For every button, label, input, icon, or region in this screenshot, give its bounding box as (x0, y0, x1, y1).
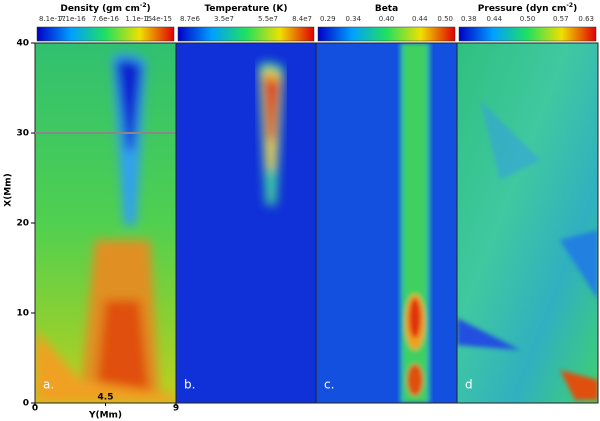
colorbar-label: 0.50 (520, 15, 536, 23)
colorbar (317, 26, 456, 42)
title-text: Density (gm cm (60, 4, 140, 14)
colorbar (36, 26, 175, 42)
colorbar-label: 0.50 (437, 15, 453, 23)
panel-title: Density (gm cm-2) (60, 2, 150, 14)
colorbar-label: 7.6e-16 (92, 15, 119, 23)
colorbar-label: 8.7e6 (180, 15, 200, 23)
panel-label: c. (324, 378, 334, 392)
title-end: ) (573, 4, 577, 14)
title-end: ) (147, 4, 151, 14)
panel-title: Temperature (K) (204, 4, 287, 14)
colorbar-label: 0.44 (412, 15, 428, 23)
x-tick-label: 4.5 (98, 393, 114, 403)
y-tick-label: 40 (16, 39, 29, 49)
x-axis-label: Y(Mm) (88, 411, 122, 421)
temperature-map (176, 43, 316, 403)
y-tick-label: 30 (16, 129, 29, 139)
title-sup: -2 (566, 2, 573, 9)
colorbar-label: 0.40 (379, 15, 395, 23)
panel-title: Pressure (dyn cm-2) (478, 2, 577, 14)
colorbar-label: 1.4e-15 (145, 15, 172, 23)
panel-label: b. (184, 378, 195, 392)
colorbar-label: 0.44 (486, 15, 502, 23)
panel-title: Beta (375, 4, 398, 14)
title-text: Temperature (K) (204, 4, 287, 14)
colorbar (177, 26, 315, 42)
density-map (35, 43, 176, 403)
colorbar-label: 0.63 (578, 15, 594, 23)
colorbar-label: 0.29 (320, 15, 336, 23)
colorbar-label: 5.5e7 (258, 15, 278, 23)
beta-map (316, 43, 457, 403)
colorbar-label: 8.4e7 (292, 15, 312, 23)
colorbar-label: 8.1e-17 (39, 15, 66, 23)
x-tick-label: 9 (173, 404, 179, 414)
panel-label: d (465, 378, 473, 392)
panel-label: a. (43, 378, 54, 392)
x-tick-label: 0 (32, 404, 38, 414)
colorbar-label: 0.34 (345, 15, 361, 23)
y-tick-label: 10 (16, 309, 29, 319)
colorbar-label: 1.1e-15 (125, 15, 152, 23)
colorbar-label: 0.57 (553, 15, 569, 23)
colorbar-label: 3.5e7 (214, 15, 234, 23)
title-text: Pressure (dyn cm (478, 4, 567, 14)
pressure-map (457, 43, 598, 403)
colorbar-label: 0.38 (461, 15, 477, 23)
y-tick-label: 0 (23, 399, 29, 409)
colorbar (458, 26, 597, 42)
panel-frame (456, 42, 599, 404)
y-axis-label: X(Mm) (4, 173, 14, 207)
title-text: Beta (375, 4, 398, 14)
y-tick-label: 20 (16, 219, 29, 229)
colorbar-label: 7.1e-16 (59, 15, 86, 23)
title-sup: -2 (140, 2, 147, 9)
